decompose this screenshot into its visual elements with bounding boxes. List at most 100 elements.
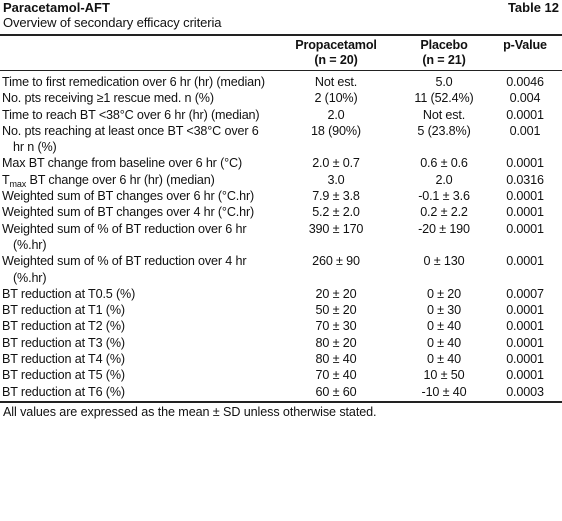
cell-value: 0.0001 (506, 107, 544, 122)
cell-value: 0.0046 (506, 75, 544, 89)
row-label: BT reduction at T6 (%) (0, 383, 272, 403)
table-body: Time to first remedication over 6 hr (hr… (0, 71, 562, 403)
row-label: Weighted sum of % of BT reduction over 4… (2, 254, 247, 285)
cell-value: 0 ± 20 (426, 286, 462, 301)
column-header-line: Placebo (420, 38, 468, 52)
table-row: Max BT change from baseline over 6 hr (°… (0, 155, 562, 171)
table-row: BT reduction at T0.5 (%) 20 ± 20 0 ± 20 0.0… (0, 286, 562, 302)
row-label: BT reduction at T1 (%) (2, 303, 125, 318)
label-base: T (2, 172, 10, 187)
cell-value: 60 ± 60 (272, 383, 400, 403)
row-label: Tmax BT change over 6 hr (hr) (median) (0, 172, 272, 189)
label-subscript: max (9, 178, 27, 189)
cell-value: Not est. (314, 75, 358, 89)
row-label: BT reduction at T0.5 (%) (2, 286, 136, 301)
table-row: BT reduction at T1 (%) 50 ± 20 0 ± 30 0.000… (0, 302, 562, 318)
cell-value: 0 ± 40 (426, 352, 462, 367)
cell-value: 0.0001 (506, 319, 544, 334)
table-row: Weighted sum of BT changes over 4 hr (°C… (0, 204, 562, 220)
cell-value: 5.0 (435, 75, 453, 89)
cell-value: 0 ± 30 (426, 303, 462, 318)
cell-value: 2 (10%) (314, 91, 358, 106)
column-header: p-Value (488, 34, 562, 71)
cell-value: 0.6 ± 0.6 (420, 156, 468, 171)
cell-value: 0 ± 130 (423, 254, 465, 269)
row-label: Weighted sum of BT changes over 6 hr (°C… (2, 189, 255, 204)
cell-value: 0.0001 (506, 221, 544, 236)
cell-value: 260 ± 90 (312, 254, 360, 269)
cell-value: 0.0001 (506, 189, 544, 204)
table-number: Table 12 (507, 0, 559, 15)
cell-value: 50 ± 20 (315, 303, 357, 318)
row-label: BT reduction at T3 (%) (2, 335, 125, 350)
row-label: Max BT change from baseline over 6 hr (°… (2, 156, 242, 171)
cell-value: 10 ± 50 (423, 368, 465, 383)
cell-value: 0.0001 (506, 254, 544, 269)
cell-value: 70 ± 30 (315, 319, 357, 334)
column-header (0, 34, 272, 71)
cell-value: 0.0001 (506, 205, 544, 220)
cell-value: 7.9 ± 3.8 (312, 189, 360, 204)
cell-value: 11 (52.4%) (414, 91, 474, 106)
cell-value: 2.0 (327, 107, 345, 122)
row-label: BT reduction at T5 (%) (2, 368, 125, 383)
cell-value: 80 ± 20 (315, 335, 357, 350)
cell-value: 80 ± 40 (315, 352, 357, 367)
column-header: Placebo (n = 21) (400, 34, 488, 71)
cell-value: 5.2 ± 2.0 (312, 205, 360, 220)
cell-value: -10 ± 40 (400, 383, 488, 403)
cell-value: -0.1 ± 3.6 (418, 189, 470, 204)
column-header-line: Propacetamol (295, 38, 377, 52)
cell-value: 5 (23.8%) (417, 123, 471, 138)
cell-value: 3.0 (327, 172, 345, 187)
table-row: BT reduction at T5 (%) 70 ± 40 10 ± 50 0.00… (0, 367, 562, 383)
cell-value: 0.0001 (506, 352, 544, 367)
cell-value: 0.0001 (506, 368, 544, 383)
header-row: Propacetamol (n = 20) Placebo (n = 21) p-Val… (0, 34, 562, 71)
cell-value: 390 ± 170 (308, 221, 364, 236)
cell-value: 0.2 ± 2.2 (420, 205, 468, 220)
row-label: No. pts reaching at least once BT <38°C … (2, 123, 259, 155)
cell-value: Not est. (422, 107, 466, 122)
table-row: Weighted sum of % of BT reduction over 4… (0, 253, 562, 286)
column-header-line: p-Value (503, 38, 547, 52)
table-row: BT reduction at T4 (%) 80 ± 40 0 ± 40 0.000… (0, 351, 562, 367)
table-row: BT reduction at T3 (%) 80 ± 20 0 ± 40 0.000… (0, 335, 562, 351)
cell-value: 20 ± 20 (315, 286, 357, 301)
cell-value: 0.0001 (506, 335, 544, 350)
column-header-line: (n = 21) (422, 53, 466, 67)
table-row: BT reduction at T6 (%) 60 ± 60 -10 ± 40 0.0… (0, 383, 562, 403)
cell-value: 2.0 (435, 172, 453, 187)
cell-value: 18 (90%) (311, 123, 361, 138)
table: Propacetamol (n = 20) Placebo (n = 21) p-Val… (0, 34, 562, 403)
table-row: No. pts reaching at least once BT <38°C … (0, 123, 562, 156)
column-header: Propacetamol (n = 20) (272, 34, 400, 71)
row-label: BT reduction at T4 (%) (2, 352, 125, 367)
table-row: Time to reach BT <38°C over 6 hr (hr) (m… (0, 107, 562, 123)
table-row: Weighted sum of BT changes over 6 hr (°C… (0, 188, 562, 204)
title: Paracetamol-AFT (3, 0, 110, 15)
row-label: No. pts receiving ≥1 rescue med. n (%) (2, 91, 214, 106)
table-row: Weighted sum of % of BT reduction over 6… (0, 221, 562, 254)
subtitle: Overview of secondary efficacy criteria (3, 15, 222, 30)
table-head: Propacetamol (n = 20) Placebo (n = 21) p-Val… (0, 34, 562, 71)
header: Paracetamol-AFT Table 12 (0, 0, 562, 15)
cell-value: 0.0003 (488, 383, 562, 403)
cell-value: 2.0 ± 0.7 (312, 156, 360, 171)
table-row: BT reduction at T2 (%) 70 ± 30 0 ± 40 0.000… (0, 318, 562, 334)
cell-value: 0.001 (509, 123, 541, 138)
row-label: Time to reach BT <38°C over 6 hr (hr) (m… (2, 107, 260, 122)
cell-value: 0 ± 40 (426, 335, 462, 350)
table-row: Tmax BT change over 6 hr (hr) (median) 3.… (0, 172, 562, 189)
cell-value: 0.0007 (506, 286, 544, 301)
label-rest: BT change over 6 hr (hr) (median) (26, 172, 215, 187)
footnote: All values are expressed as the mean ± S… (3, 404, 377, 419)
column-header-line: (n = 20) (314, 53, 358, 67)
row-label: Time to first remedication over 6 hr (hr… (2, 75, 265, 89)
cell-value: 0.0001 (506, 303, 544, 318)
row-label: Weighted sum of BT changes over 4 hr (°C… (2, 205, 255, 220)
cell-value: 0.0316 (506, 172, 544, 187)
cell-value: -20 ± 190 (418, 221, 470, 236)
row-label: BT reduction at T2 (%) (2, 319, 125, 334)
